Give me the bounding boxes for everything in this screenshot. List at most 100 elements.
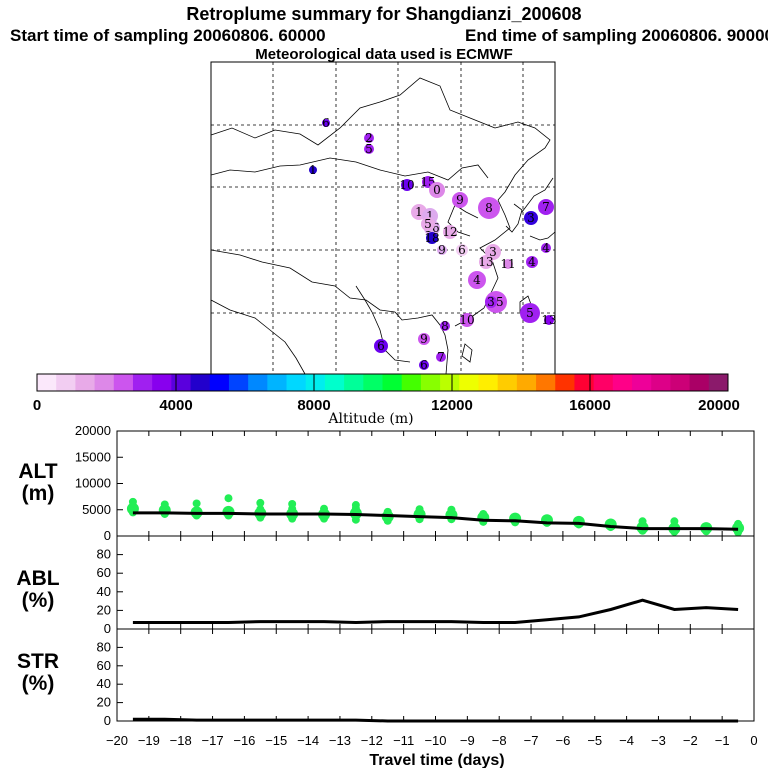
plume-marker bbox=[309, 166, 317, 174]
colorbar-cell bbox=[632, 374, 652, 391]
met-data-label: Meteorological data used is ECMWF bbox=[255, 46, 513, 63]
plume-marker bbox=[429, 182, 445, 198]
altitude-point bbox=[572, 515, 585, 528]
altitude-point bbox=[447, 505, 456, 514]
plume-marker bbox=[524, 211, 538, 225]
abl-series-line bbox=[132, 598, 739, 625]
altitude-point bbox=[256, 505, 265, 514]
altitude-point bbox=[604, 518, 617, 531]
x-tick-label: −6 bbox=[555, 733, 570, 748]
plume-marker bbox=[452, 192, 468, 208]
plume-marker-label: 6 bbox=[420, 358, 428, 372]
colorbar-cell bbox=[305, 374, 326, 391]
x-tick-label: 0 bbox=[750, 733, 757, 748]
colorbar-tick: 4000 bbox=[159, 397, 192, 414]
colorbar-tick: 8000 bbox=[297, 397, 330, 414]
plume-marker-label: 5 bbox=[365, 142, 373, 156]
x-tick-label: −7 bbox=[524, 733, 539, 748]
plume-marker bbox=[322, 119, 330, 127]
plume-marker bbox=[503, 259, 513, 269]
x-tick-label: −18 bbox=[170, 733, 192, 748]
x-axis-label: Travel time (days) bbox=[369, 752, 504, 768]
plume-marker bbox=[478, 197, 500, 219]
altitude-point bbox=[222, 505, 235, 518]
colorbar-cell bbox=[344, 374, 364, 391]
y-tick-label: 60 bbox=[97, 658, 111, 673]
plume-marker bbox=[479, 255, 493, 269]
plume-marker-label: 10 bbox=[399, 178, 414, 192]
colorbar-cell bbox=[171, 374, 192, 391]
panel-frame bbox=[116, 628, 755, 722]
colorbar-cell bbox=[478, 374, 499, 391]
altitude-point bbox=[351, 501, 360, 510]
plume-marker bbox=[374, 339, 388, 353]
panel-frame bbox=[116, 535, 755, 630]
plume-marker-label: 4 bbox=[528, 255, 536, 269]
altitude-point bbox=[383, 507, 392, 516]
x-tick-label: −17 bbox=[202, 733, 224, 748]
y-tick-label: 20000 bbox=[75, 423, 111, 438]
plume-marker bbox=[544, 315, 554, 325]
plume-marker bbox=[364, 144, 374, 154]
x-tick-label: −3 bbox=[651, 733, 666, 748]
x-axis: −20 −19 −18 −17 −16 −15 −14 −13 −12 −11 −10 −9 −8 −7−… bbox=[106, 733, 758, 748]
plume-marker-label: 8 bbox=[485, 201, 493, 215]
y-tick-label: 40 bbox=[97, 584, 111, 599]
plume-marker bbox=[460, 313, 474, 327]
plume-marker bbox=[538, 199, 554, 215]
y-tick-label: 80 bbox=[97, 639, 111, 654]
plume-marker bbox=[456, 244, 468, 256]
plume-marker bbox=[437, 245, 447, 255]
colorbar-cell bbox=[324, 374, 345, 391]
chart-title: Retroplume summary for Shangdianzi_20060… bbox=[186, 4, 582, 24]
str-series-line bbox=[132, 717, 739, 723]
x-tick-label: −9 bbox=[460, 733, 475, 748]
y-tick-label: 20 bbox=[97, 695, 111, 710]
colorbar-cell bbox=[209, 374, 230, 391]
colorbar-cell bbox=[516, 374, 537, 391]
y-tick-label: 0 bbox=[104, 528, 111, 543]
alt-panel-label: ALT bbox=[18, 460, 57, 483]
altitude-point bbox=[256, 498, 265, 507]
y-tick-label: 80 bbox=[97, 547, 111, 562]
plume-marker-label: 9 bbox=[438, 243, 446, 257]
altitude-colorbar: 0 4000 8000 12000 16000 20000 Altitude (… bbox=[33, 373, 740, 427]
plume-marker-label: 3 bbox=[487, 295, 495, 309]
y-tick-label: 60 bbox=[97, 565, 111, 580]
x-tick-label: −20 bbox=[106, 733, 128, 748]
y-tick-label: 0 bbox=[104, 713, 111, 728]
altitude-point bbox=[192, 499, 201, 508]
colorbar-cell bbox=[689, 374, 710, 391]
y-tick-label: 10000 bbox=[75, 476, 111, 491]
y-tick-label: 0 bbox=[104, 621, 111, 636]
plume-marker bbox=[443, 225, 457, 239]
plume-marker-label: 6 bbox=[377, 339, 385, 353]
colorbar-cell bbox=[113, 374, 134, 391]
y-tick-label: 40 bbox=[97, 676, 111, 691]
colorbar-tick: 20000 bbox=[698, 397, 740, 414]
panel-frame bbox=[116, 430, 755, 537]
plume-marker bbox=[526, 256, 538, 268]
colorbar-cell bbox=[248, 374, 268, 391]
abl-panel-label: ABL bbox=[16, 567, 59, 590]
start-time-label: Start time of sampling 20060806. 60000 bbox=[10, 26, 326, 45]
plume-marker-label: 9 bbox=[420, 332, 428, 346]
x-tick-label: −15 bbox=[265, 733, 287, 748]
plume-marker-label: 6 bbox=[322, 116, 330, 130]
colorbar-cell bbox=[152, 374, 172, 391]
plume-marker-label: 3 bbox=[527, 211, 535, 225]
altitude-point bbox=[509, 512, 522, 525]
colorbar-cell bbox=[440, 374, 460, 391]
colorbar-cell bbox=[420, 374, 441, 391]
x-tick-label: −8 bbox=[492, 733, 507, 748]
altitude-point bbox=[479, 509, 488, 518]
colorbar-cell bbox=[382, 374, 403, 391]
plume-marker bbox=[485, 296, 497, 308]
plume-marker bbox=[440, 321, 450, 331]
plume-marker-label: 10 bbox=[459, 313, 474, 327]
altitude-point bbox=[638, 517, 647, 526]
colorbar-cell bbox=[651, 374, 671, 391]
plume-marker-label: 1 bbox=[309, 163, 317, 177]
colorbar-tick: 0 bbox=[33, 397, 41, 414]
altitude-point bbox=[128, 497, 137, 506]
